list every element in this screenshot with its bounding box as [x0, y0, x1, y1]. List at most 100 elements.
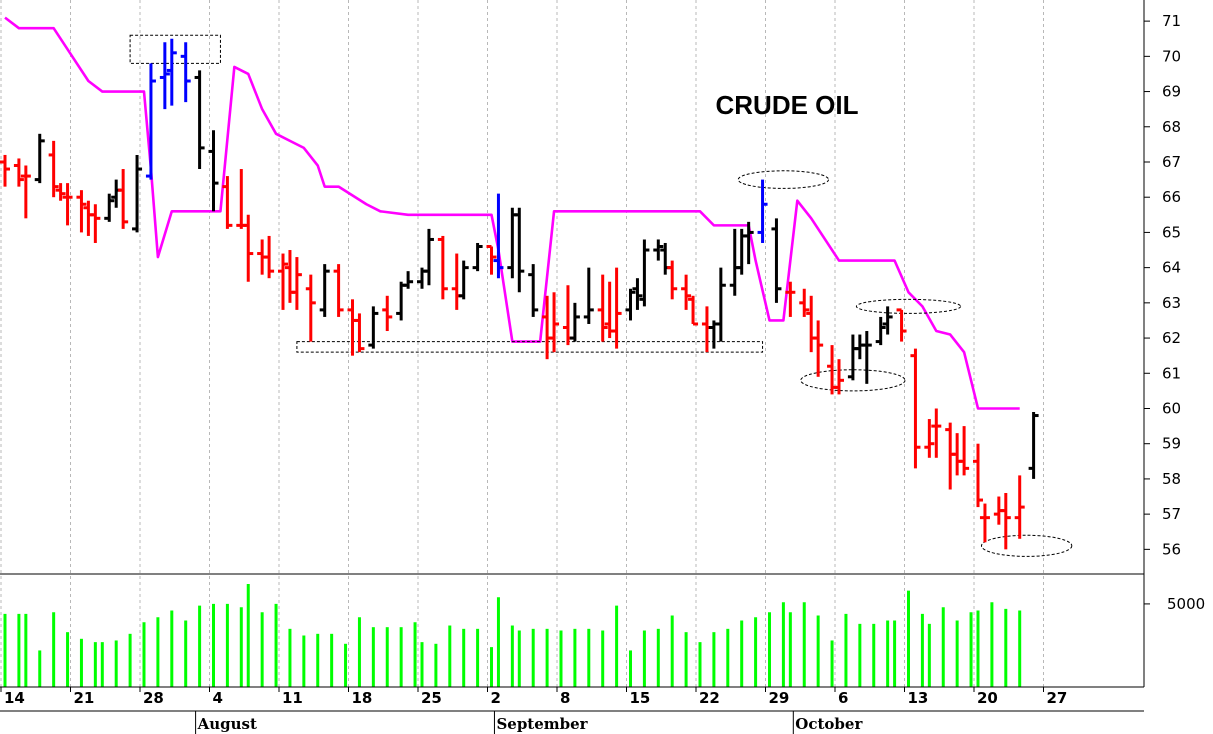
ohlc-bar-62	[681, 274, 692, 310]
price-tick-label-3: 59	[1162, 435, 1181, 453]
annotation-box-0	[129, 34, 221, 64]
ohlc-bar-61	[667, 260, 678, 300]
price-tick-label-11: 67	[1162, 153, 1181, 171]
x-tick-label-9: 15	[630, 689, 651, 707]
x-tick-label-7: 2	[491, 689, 501, 707]
ohlc-bar-4	[48, 140, 59, 198]
x-tick-label-0: 14	[4, 689, 25, 707]
ohlc-bar-22	[243, 214, 254, 282]
ohlc-bar-85	[924, 419, 935, 458]
x-tick-label-12: 6	[838, 689, 848, 707]
ohlc-bar-63	[688, 295, 699, 326]
x-ticks: 14 21 28 4 11 18 25 2 8 15 22 29 6 13 20 27	[0, 687, 1068, 707]
volume-y-ticks: 5000	[1144, 595, 1205, 613]
ohlc-bar-84	[910, 348, 921, 469]
ohlc-bar-69	[743, 221, 754, 265]
price-tick-label-8: 64	[1162, 259, 1181, 277]
ohlc-bar-39	[437, 235, 448, 300]
ohlc-bar-14	[145, 63, 156, 180]
ohlc-bar-41	[458, 260, 469, 300]
ohlc-bar-13	[132, 154, 143, 233]
ohlc-bar-90	[973, 443, 983, 508]
ohlc-bar-91	[979, 503, 990, 543]
ohlc-bar-52	[583, 267, 594, 324]
ohlc-bar-15	[159, 42, 170, 110]
ohlc-bar-55	[611, 267, 622, 349]
x-tick-label-2: 28	[143, 689, 164, 707]
ohlc-bar-89	[959, 426, 970, 476]
ohlc-bar-36	[403, 271, 414, 289]
ohlc-bar-94	[1014, 475, 1025, 539]
x-tick-label-1: 21	[74, 689, 95, 707]
x-tick-label-6: 25	[421, 689, 442, 707]
x-tick-label-4: 11	[282, 689, 303, 707]
ohlc-bar-5	[55, 183, 66, 201]
ohlc-bar-47	[528, 264, 539, 317]
ohlc-bar-57	[632, 278, 643, 310]
x-tick-label-3: 4	[213, 689, 223, 707]
ohlc-bar-77	[834, 359, 844, 395]
ohlc-bar-93	[1000, 493, 1011, 550]
price-tick-label-5: 61	[1162, 364, 1181, 382]
x-tick-label-5: 18	[352, 689, 373, 707]
ohlc-bar-42	[472, 242, 483, 272]
ohlc-bar-10	[104, 193, 115, 222]
x-tick-label-14: 20	[977, 689, 998, 707]
ohlc-bar-95	[1028, 412, 1039, 479]
annotation-box-1	[296, 341, 764, 353]
month-label-2: October	[795, 715, 863, 733]
ohlc-bar-82	[882, 306, 893, 335]
ohlc-bar-83	[896, 308, 907, 342]
x-tick-label-15: 27	[1047, 689, 1068, 707]
price-bars	[0, 38, 1039, 550]
axes	[0, 0, 1145, 688]
price-tick-label-9: 65	[1162, 223, 1181, 241]
ohlc-bar-27	[291, 257, 302, 310]
ohlc-bar-80	[861, 331, 872, 384]
ohlc-bar-25	[278, 253, 288, 310]
ohlc-bar-24	[264, 235, 275, 279]
ohlc-bar-16	[166, 38, 177, 106]
ohlc-bar-71	[771, 218, 782, 303]
price-tick-label-10: 66	[1162, 188, 1181, 206]
price-tick-label-2: 58	[1162, 470, 1181, 488]
ohlc-bar-17	[180, 42, 191, 103]
ohlc-bar-43	[486, 245, 497, 275]
annotation-ellipse-3	[800, 369, 906, 392]
price-tick-label-14: 70	[1162, 47, 1181, 65]
ohlc-bar-70	[757, 179, 768, 243]
month-labels: August September October	[0, 710, 1144, 734]
vertical-gridlines	[0, 0, 1044, 687]
ohlc-bar-81	[875, 316, 886, 346]
ohlc-bar-53	[597, 274, 608, 342]
ohlc-bar-2	[20, 165, 31, 219]
price-tick-label-7: 63	[1162, 294, 1181, 312]
ohlc-bar-56	[625, 288, 636, 321]
chart-title: CRUDE OIL	[716, 90, 859, 120]
x-tick-label-8: 8	[560, 689, 570, 707]
ohlc-bar-59	[653, 239, 664, 261]
month-label-1: September	[496, 715, 588, 733]
ohlc-bar-28	[305, 274, 316, 342]
ohlc-bar-72	[785, 281, 796, 317]
ohlc-bar-1	[13, 158, 24, 187]
month-label-0: August	[197, 715, 257, 733]
price-tick-label-13: 69	[1162, 83, 1181, 101]
ohlc-bar-86	[931, 408, 942, 458]
x-tick-label-10: 22	[699, 689, 720, 707]
ohlc-bar-38	[423, 228, 434, 286]
ohlc-bar-29	[319, 264, 330, 317]
annotation-ellipse-5	[980, 534, 1073, 557]
price-tick-label-6: 62	[1162, 329, 1181, 347]
ohlc-bar-49	[549, 292, 560, 353]
ohlc-bar-75	[813, 320, 824, 377]
x-tick-label-13: 13	[908, 689, 929, 707]
ohlc-bar-20	[222, 176, 233, 229]
ohlc-bar-0	[0, 154, 10, 187]
ohlc-bar-30	[333, 264, 344, 317]
ohlc-bar-33	[368, 306, 379, 349]
annotation-ellipse-2	[737, 170, 830, 189]
ohlc-bar-3	[34, 133, 45, 184]
